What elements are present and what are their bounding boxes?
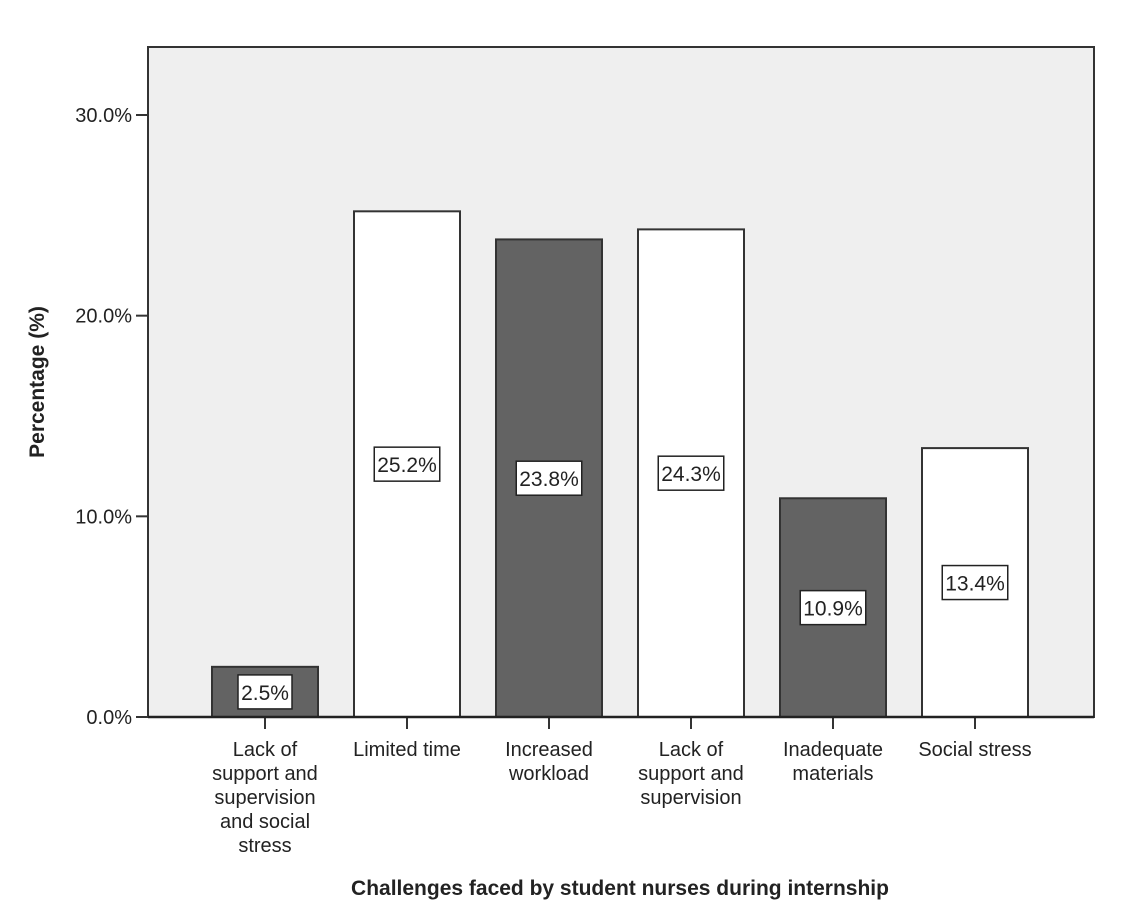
data-label-box: [515, 460, 583, 496]
x-axis-label: Challenges faced by student nurses durin…: [351, 877, 889, 900]
y-tick-label: 20.0%: [75, 306, 132, 328]
y-tick-label: 10.0%: [75, 506, 132, 528]
x-tick-label: support and: [212, 763, 318, 785]
x-tick-label: Lack of: [233, 739, 298, 761]
data-label: 25.2%: [377, 454, 437, 477]
y-tick-label: 0.0%: [86, 707, 132, 729]
x-tick-label: supervision: [640, 787, 741, 809]
x-tick-label: Lack of: [659, 739, 724, 761]
x-tick-label: workload: [508, 763, 589, 785]
x-tick-label: stress: [238, 835, 291, 857]
data-label: 23.8%: [519, 468, 579, 491]
y-axis-label: Percentage (%): [26, 306, 49, 458]
data-label-box: [237, 674, 293, 710]
data-label-box: [373, 446, 441, 482]
y-tick-label: 30.0%: [75, 105, 132, 127]
data-label: 10.9%: [803, 598, 863, 621]
x-tick-label: Inadequate: [783, 739, 883, 761]
x-tick-label: Social stress: [918, 739, 1031, 761]
x-tick-label: materials: [792, 763, 873, 785]
x-tick-label: support and: [638, 763, 744, 785]
data-label-box: [657, 455, 725, 491]
data-label-box: [941, 564, 1009, 601]
data-label: 2.5%: [241, 682, 289, 705]
data-label: 13.4%: [945, 573, 1005, 596]
y-axis: 0.0% 10.0% 20.0% 30.0%: [75, 105, 148, 729]
x-tick-label: supervision: [214, 787, 315, 809]
x-tick-label: and social: [220, 811, 310, 833]
x-tick-label: Limited time: [353, 739, 461, 761]
data-label-box: [799, 589, 867, 626]
x-tick-label: Increased: [505, 739, 593, 761]
data-label: 24.3%: [661, 463, 721, 486]
